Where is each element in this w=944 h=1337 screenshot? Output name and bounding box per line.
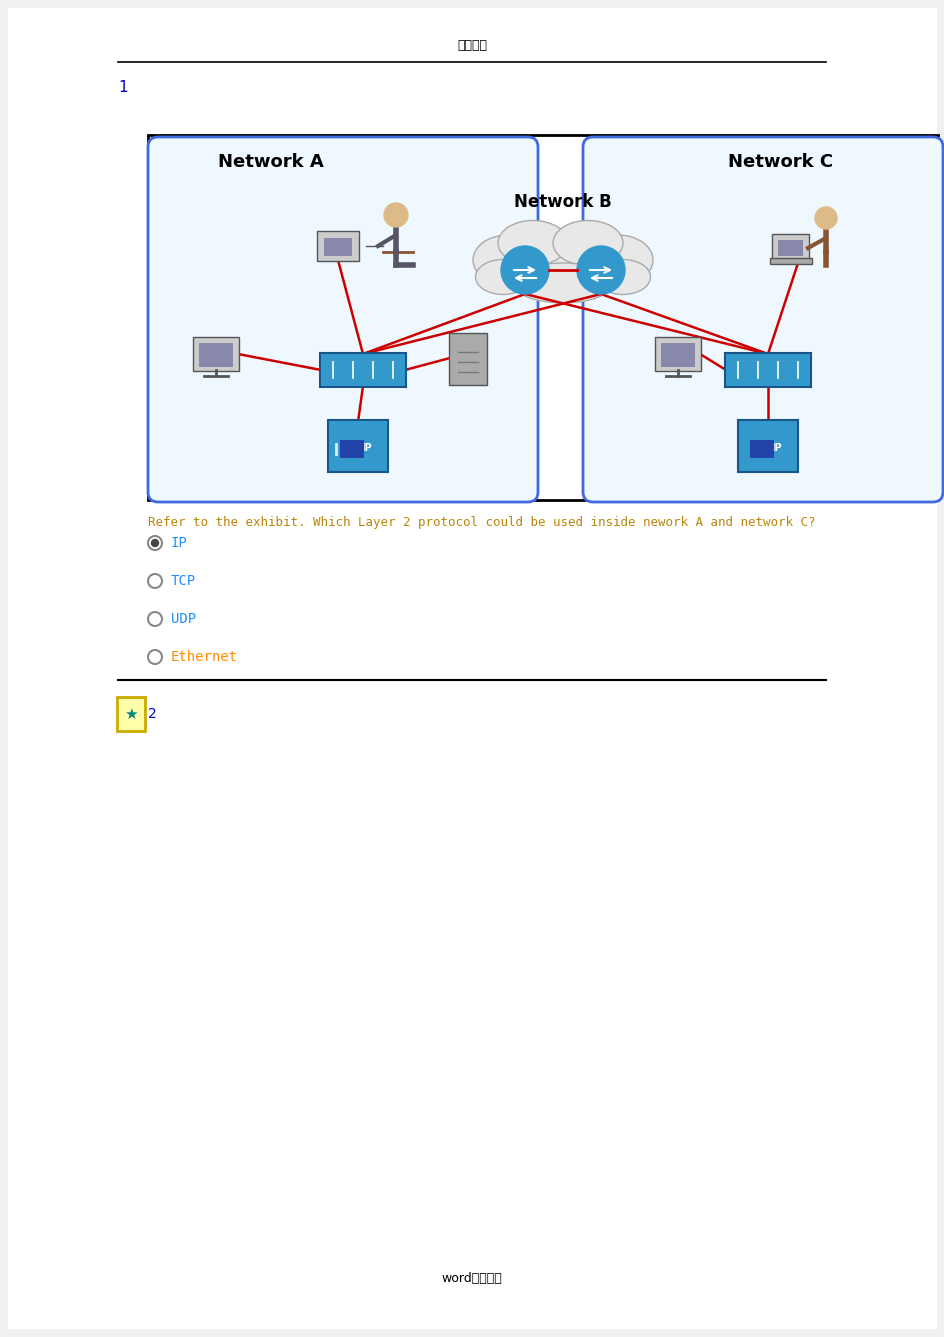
Text: ★: ★ bbox=[124, 706, 138, 722]
Text: 2: 2 bbox=[148, 707, 157, 721]
Circle shape bbox=[577, 246, 624, 294]
Text: Network A: Network A bbox=[218, 152, 324, 171]
FancyBboxPatch shape bbox=[320, 353, 406, 386]
FancyBboxPatch shape bbox=[316, 231, 359, 261]
Circle shape bbox=[814, 207, 836, 229]
Ellipse shape bbox=[473, 235, 543, 285]
FancyBboxPatch shape bbox=[448, 333, 486, 385]
Text: 专业资料: 专业资料 bbox=[457, 39, 486, 52]
Ellipse shape bbox=[595, 259, 649, 294]
FancyBboxPatch shape bbox=[750, 440, 773, 459]
Ellipse shape bbox=[582, 235, 652, 285]
FancyBboxPatch shape bbox=[582, 136, 942, 501]
FancyBboxPatch shape bbox=[148, 136, 537, 501]
Text: IP: IP bbox=[361, 443, 371, 453]
FancyBboxPatch shape bbox=[769, 258, 811, 263]
Text: word完美格式: word完美格式 bbox=[441, 1271, 502, 1285]
Circle shape bbox=[500, 246, 548, 294]
Ellipse shape bbox=[513, 263, 613, 303]
FancyBboxPatch shape bbox=[117, 697, 144, 731]
FancyBboxPatch shape bbox=[148, 135, 937, 500]
Ellipse shape bbox=[552, 221, 622, 266]
Text: Ethernet: Ethernet bbox=[171, 650, 238, 664]
FancyBboxPatch shape bbox=[199, 344, 233, 366]
FancyBboxPatch shape bbox=[193, 337, 239, 370]
Ellipse shape bbox=[475, 259, 530, 294]
Circle shape bbox=[383, 203, 408, 227]
FancyBboxPatch shape bbox=[771, 234, 808, 261]
FancyBboxPatch shape bbox=[654, 337, 700, 370]
FancyBboxPatch shape bbox=[340, 440, 363, 459]
FancyBboxPatch shape bbox=[8, 8, 936, 1329]
Circle shape bbox=[151, 540, 159, 547]
Text: TCP: TCP bbox=[171, 574, 196, 588]
Text: UDP: UDP bbox=[171, 612, 196, 626]
Ellipse shape bbox=[497, 221, 567, 266]
Ellipse shape bbox=[508, 230, 617, 299]
Text: 1: 1 bbox=[118, 80, 127, 95]
FancyBboxPatch shape bbox=[777, 241, 802, 255]
Text: Network B: Network B bbox=[514, 193, 611, 211]
FancyBboxPatch shape bbox=[328, 420, 388, 472]
FancyBboxPatch shape bbox=[660, 344, 694, 366]
FancyBboxPatch shape bbox=[737, 420, 797, 472]
Text: IP: IP bbox=[171, 536, 188, 550]
Text: Refer to the exhibit. Which Layer 2 protocol could be used inside nework A and n: Refer to the exhibit. Which Layer 2 prot… bbox=[148, 516, 815, 529]
Text: Network C: Network C bbox=[727, 152, 833, 171]
Text: IP: IP bbox=[770, 443, 781, 453]
FancyBboxPatch shape bbox=[724, 353, 810, 386]
FancyBboxPatch shape bbox=[324, 238, 351, 255]
